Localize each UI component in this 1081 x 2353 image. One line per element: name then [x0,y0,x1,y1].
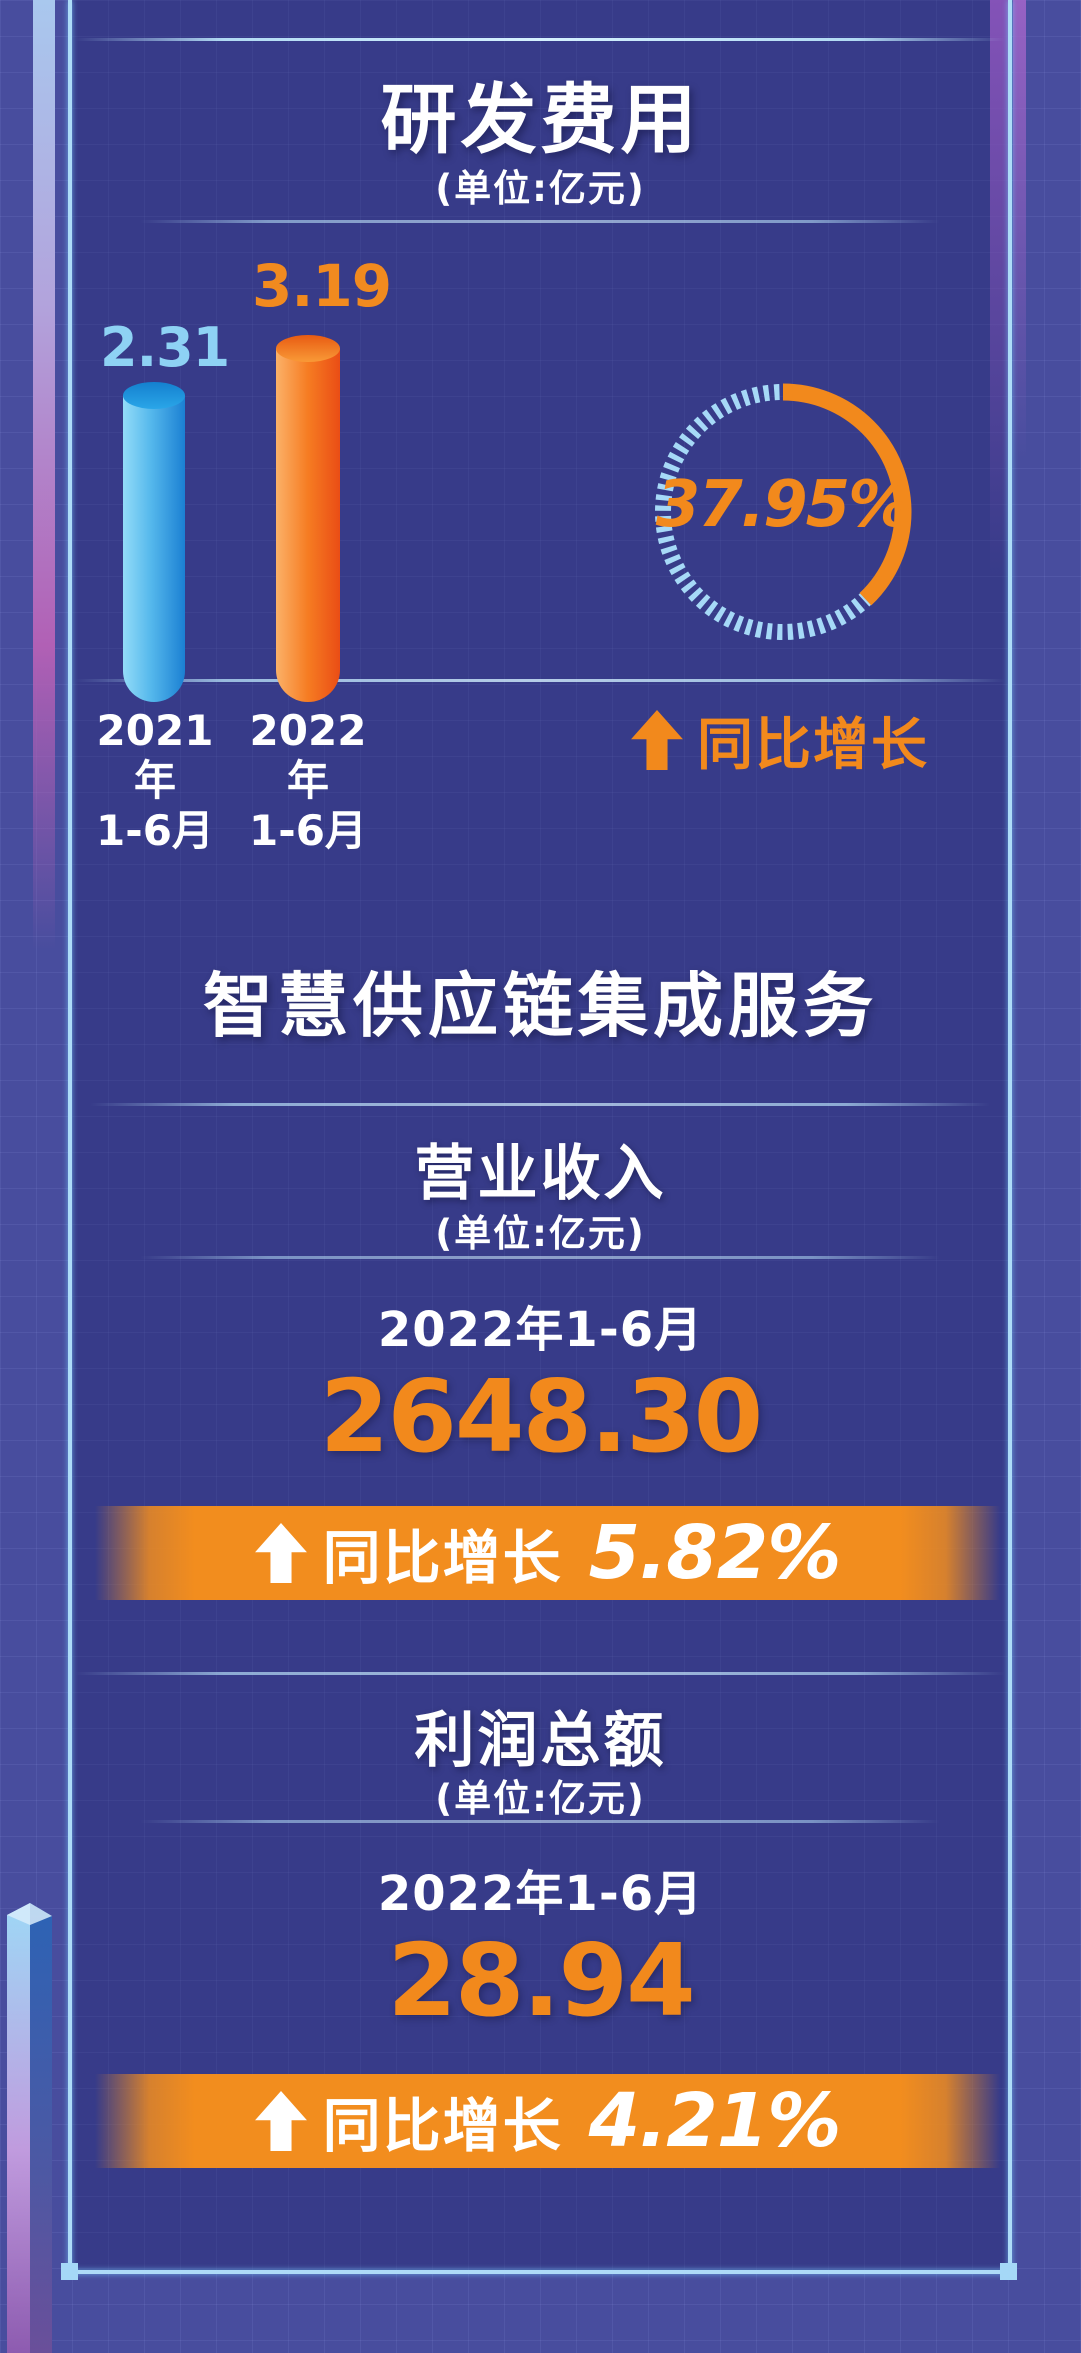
revenue-value: 2648.30 [319,1358,763,1475]
gauge-progress [654,383,912,641]
right-outer-purple-stripe [1013,0,1026,460]
gauge-percent: 37.95% [655,468,913,542]
bar-2022-label: 2022年 1-6月 [247,706,369,856]
divider-heading [90,1103,990,1106]
divider-axis [75,679,1005,682]
bar-value-2021: 2.31 [100,316,230,379]
profit-growth-percent: 4.21% [588,2078,842,2164]
revenue-title: 营业收入 [414,1139,667,1209]
bar-2021-label: 2021年 1-6月 [94,706,216,856]
right-inner-purple-stripe [990,0,1008,580]
growth-gauge [654,383,912,641]
bar-2022-cylinder [276,348,340,702]
frame-right-line [1008,0,1012,2272]
rd-title: 研发费用 [380,75,701,164]
bar-2022-cylinder-top [276,335,340,362]
divider-profit [140,1820,940,1823]
divider-revenue [140,1256,940,1259]
up-arrow-icon [254,1523,307,1583]
bar-2022-label-line1: 2022年 [249,706,367,805]
rd-growth-label: 同比增长 [697,712,929,778]
frame-handle-right [1000,2263,1017,2280]
revenue-growth-banner: 同比增长 5.82% [95,1506,1000,1600]
bar-2021-cylinder-top [123,382,185,409]
up-arrow-icon [631,710,683,770]
frame-left-line [68,0,72,2272]
rd-unit: (单位:亿元) [435,167,646,210]
revenue-unit: (单位:亿元) [435,1212,646,1255]
left-gradient-stripe [33,0,55,950]
revenue-growth-percent: 5.82% [588,1510,842,1596]
bar-2021-cylinder [123,395,185,702]
bar-value-2022: 3.19 [252,252,392,320]
bar-2021-label-line1: 2021年 [96,706,214,805]
divider-after-banner1 [75,1672,1005,1675]
profit-growth-banner: 同比增长 4.21% [95,2074,1000,2168]
divider-top [75,38,1005,41]
profit-value: 28.94 [387,1922,695,2039]
section-heading: 智慧供应链集成服务 [203,965,878,1047]
frame-bottom-line [70,2270,1010,2274]
divider-rd [140,220,940,223]
frame-handle-left [61,2263,78,2280]
bar-2021-label-line2: 1-6月 [96,806,214,855]
bottom-left-3d-bar [7,1903,52,2353]
profit-growth-label: 同比增长 [322,2092,563,2160]
rd-growth-row: 同比增长 [590,700,970,780]
revenue-period: 2022年1-6月 [377,1302,704,1358]
profit-title: 利润总额 [414,1706,667,1776]
profit-period: 2022年1-6月 [377,1866,704,1922]
bar-2022-label-line2: 1-6月 [249,806,367,855]
up-arrow-icon [254,2091,307,2151]
profit-unit: (单位:亿元) [435,1777,646,1820]
revenue-growth-label: 同比增长 [322,1524,563,1592]
card-background [71,0,1010,2272]
